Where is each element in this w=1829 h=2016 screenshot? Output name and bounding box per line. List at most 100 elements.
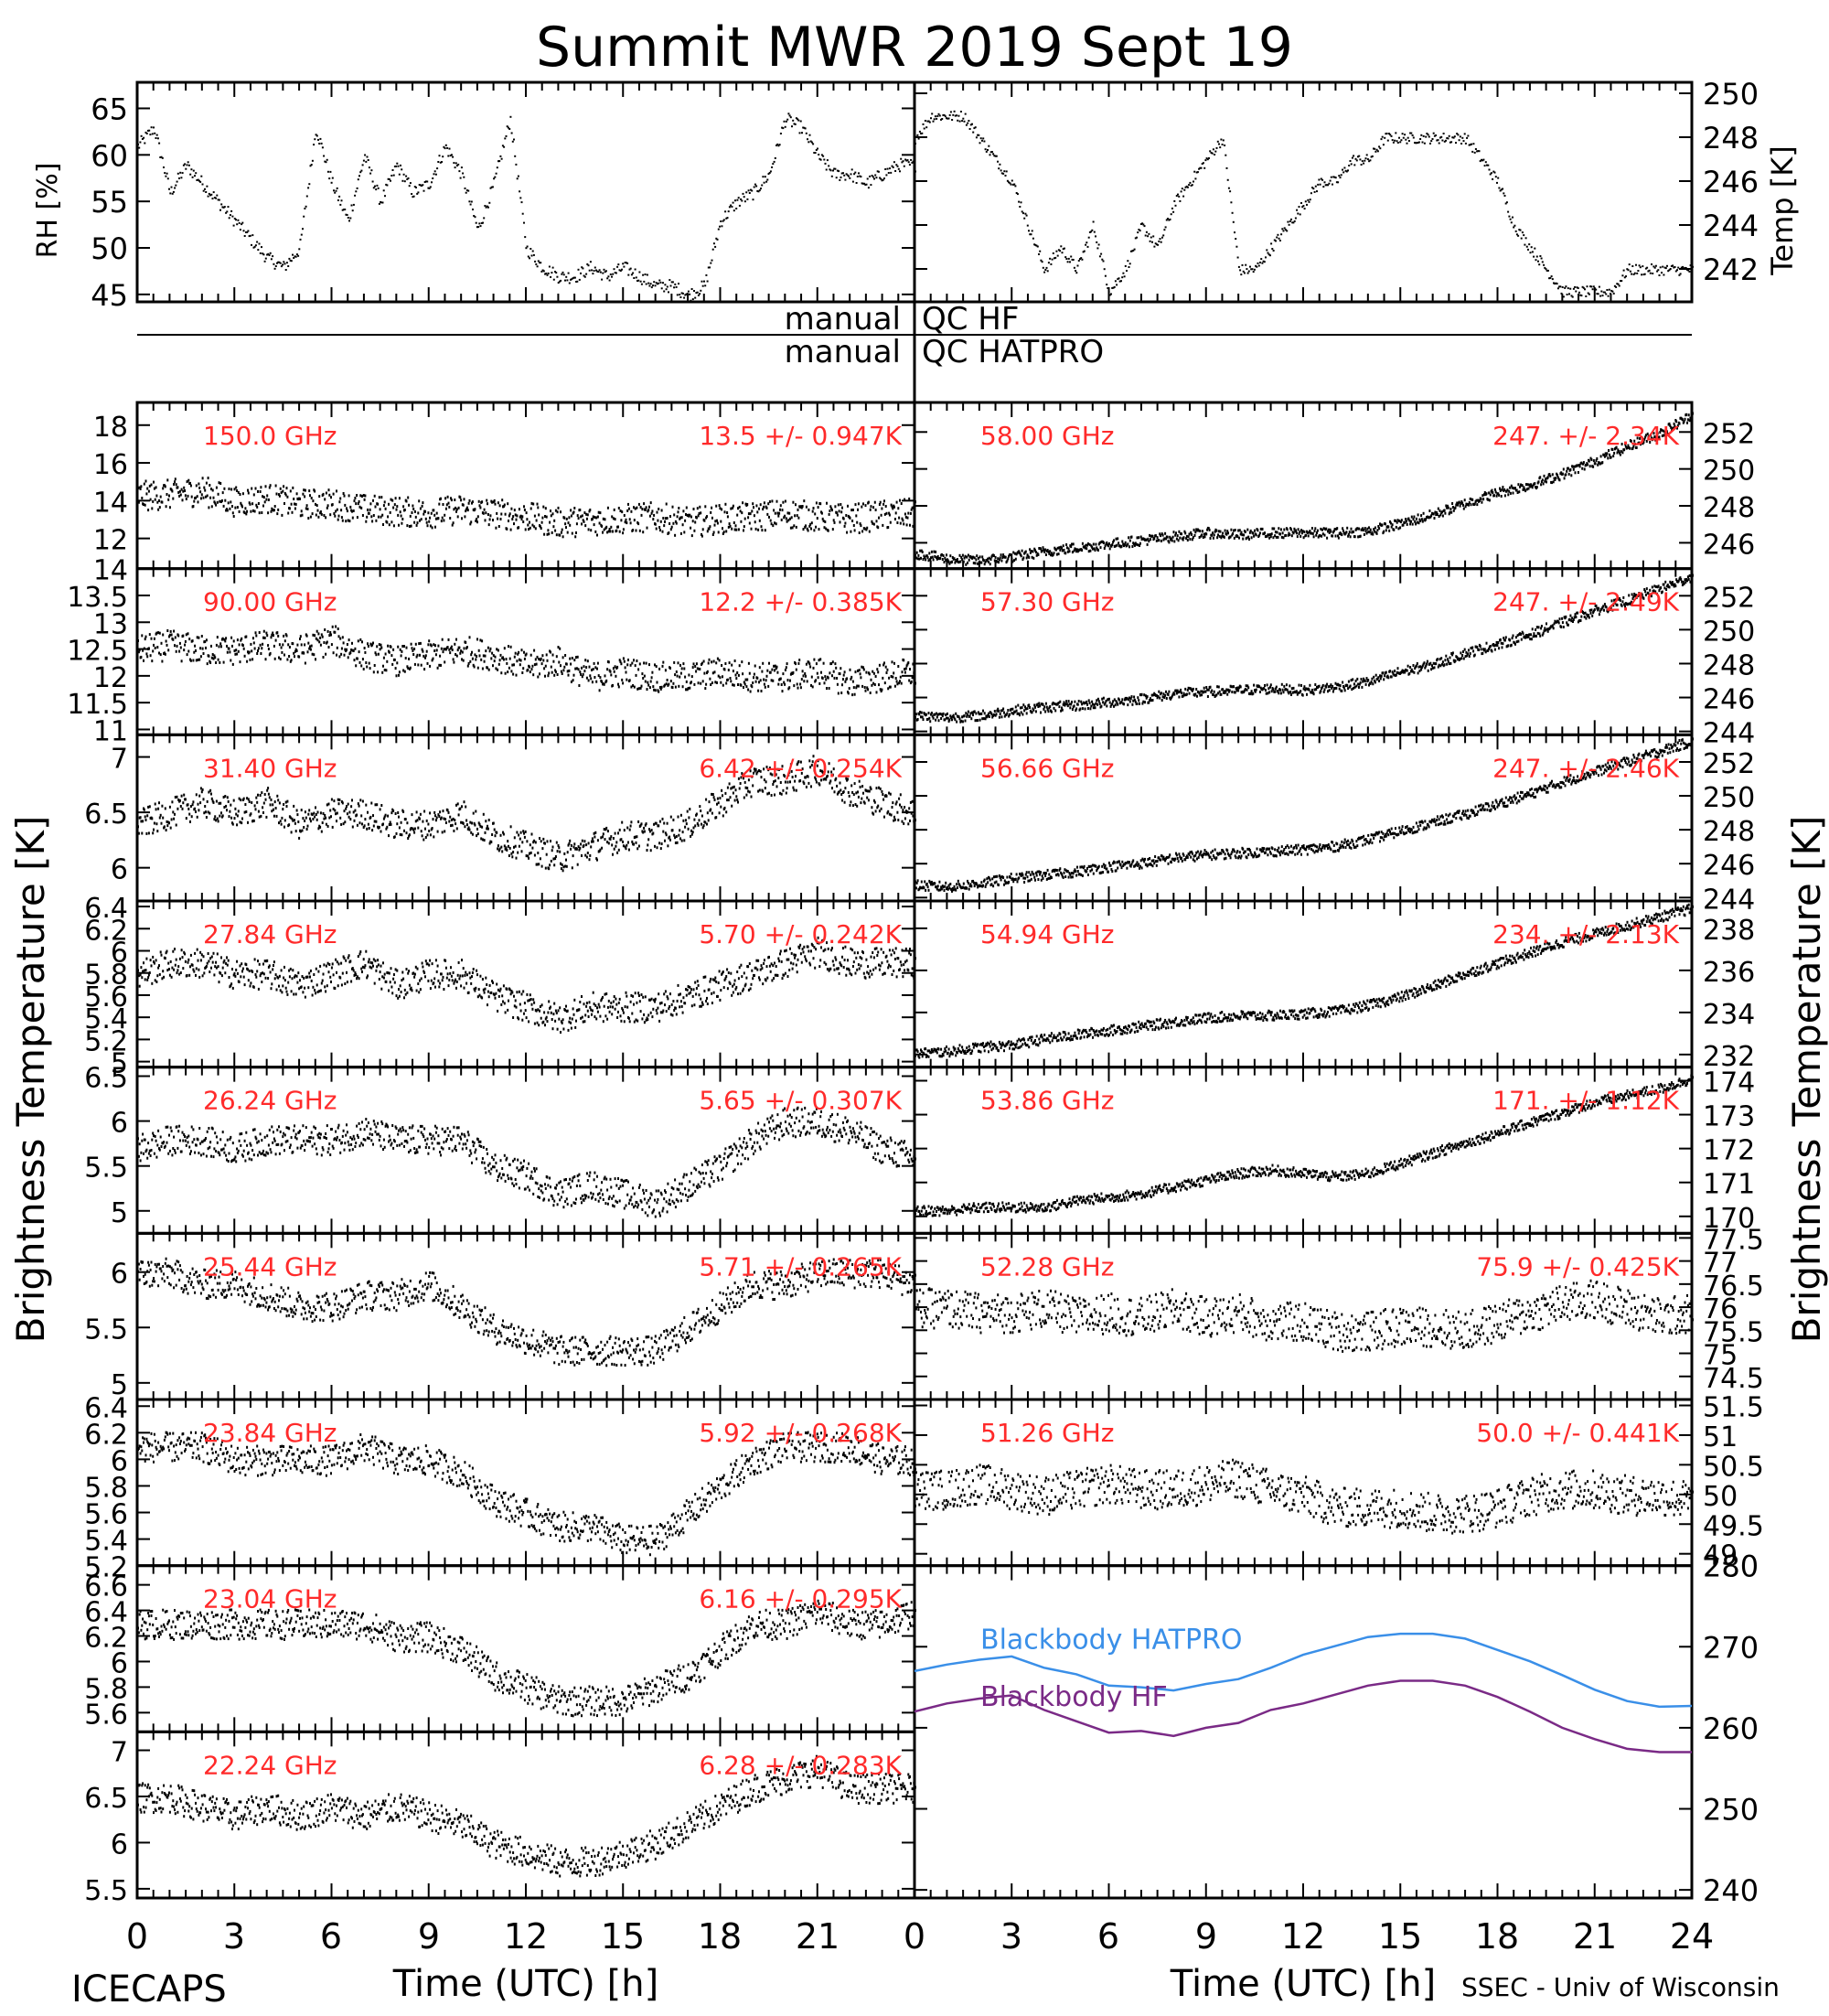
data-point xyxy=(755,504,757,507)
data-point xyxy=(1372,155,1374,157)
data-point xyxy=(710,809,711,811)
data-point xyxy=(1521,238,1523,240)
data-point xyxy=(1157,244,1159,246)
data-point xyxy=(171,187,173,188)
data-point xyxy=(589,666,591,669)
data-point xyxy=(481,500,483,503)
data-point xyxy=(306,635,308,638)
data-point xyxy=(144,648,145,650)
data-point xyxy=(673,661,675,664)
data-point xyxy=(754,514,755,517)
data-point xyxy=(903,659,904,661)
data-point xyxy=(846,531,848,534)
data-point xyxy=(840,503,841,506)
data-point xyxy=(1567,287,1569,289)
data-point xyxy=(1621,274,1623,276)
data-point xyxy=(662,661,664,664)
data-point xyxy=(652,832,654,835)
data-point xyxy=(442,155,444,157)
data-point xyxy=(161,501,163,504)
data-point xyxy=(1224,145,1225,146)
data-point xyxy=(289,507,291,509)
data-point xyxy=(840,177,842,178)
data-point xyxy=(529,521,530,524)
data-point xyxy=(255,808,257,810)
data-point xyxy=(194,645,196,648)
data-point xyxy=(247,231,249,232)
data-point xyxy=(520,831,522,834)
data-point xyxy=(521,201,523,203)
data-point xyxy=(1465,143,1467,145)
data-point xyxy=(272,255,273,257)
data-point xyxy=(329,810,331,812)
data-point xyxy=(1666,265,1668,267)
x-tick-label: 3 xyxy=(1000,1916,1022,1957)
data-point xyxy=(1662,266,1663,268)
data-point xyxy=(1193,171,1195,173)
data-point xyxy=(248,492,250,495)
data-point xyxy=(250,643,251,646)
data-point xyxy=(166,173,168,175)
data-point xyxy=(793,524,795,527)
data-point xyxy=(159,632,161,635)
data-point xyxy=(268,499,270,501)
data-point xyxy=(1537,261,1539,263)
data-point xyxy=(340,653,342,656)
data-point xyxy=(445,145,447,146)
data-point xyxy=(901,682,903,685)
data-point xyxy=(1569,288,1571,290)
data-point xyxy=(832,528,834,531)
data-point xyxy=(875,177,877,178)
data-point xyxy=(500,513,502,516)
data-point xyxy=(919,131,921,133)
data-point xyxy=(145,492,147,495)
data-point xyxy=(311,645,313,648)
data-point xyxy=(565,526,567,529)
data-point xyxy=(936,118,937,120)
data-point xyxy=(605,270,607,272)
data-point xyxy=(468,502,470,505)
data-point xyxy=(1118,277,1120,279)
data-point xyxy=(460,499,462,501)
data-point xyxy=(696,813,698,816)
data-point xyxy=(679,294,680,295)
data-point xyxy=(453,658,455,660)
data-point xyxy=(422,834,423,837)
data-point xyxy=(1335,177,1337,178)
data-point xyxy=(1356,159,1358,161)
data-point xyxy=(180,647,182,649)
data-point xyxy=(683,839,685,842)
data-point xyxy=(499,659,501,661)
data-point xyxy=(725,682,727,685)
data-point xyxy=(745,685,747,688)
data-point xyxy=(878,683,880,686)
data-point xyxy=(458,170,460,172)
data-point xyxy=(240,799,241,801)
data-point xyxy=(465,820,467,822)
data-point xyxy=(1181,190,1182,192)
data-point xyxy=(750,691,752,693)
data-point xyxy=(706,515,708,518)
data-point xyxy=(655,689,657,692)
data-point xyxy=(807,138,808,140)
data-point xyxy=(764,683,765,686)
data-point xyxy=(842,678,844,681)
data-point xyxy=(815,526,817,529)
data-point xyxy=(432,827,433,830)
data-point xyxy=(616,852,618,854)
data-point xyxy=(1220,139,1222,141)
data-point xyxy=(480,225,482,227)
data-point xyxy=(461,517,463,520)
data-point xyxy=(843,674,845,677)
data-point xyxy=(188,813,190,816)
data-point xyxy=(375,820,377,823)
data-point xyxy=(1275,240,1277,241)
data-point xyxy=(208,791,209,794)
data-point xyxy=(245,636,247,638)
data-point xyxy=(803,680,805,682)
data-point xyxy=(552,660,554,663)
data-point xyxy=(893,816,895,819)
data-point xyxy=(294,819,295,821)
data-point xyxy=(1170,219,1171,220)
